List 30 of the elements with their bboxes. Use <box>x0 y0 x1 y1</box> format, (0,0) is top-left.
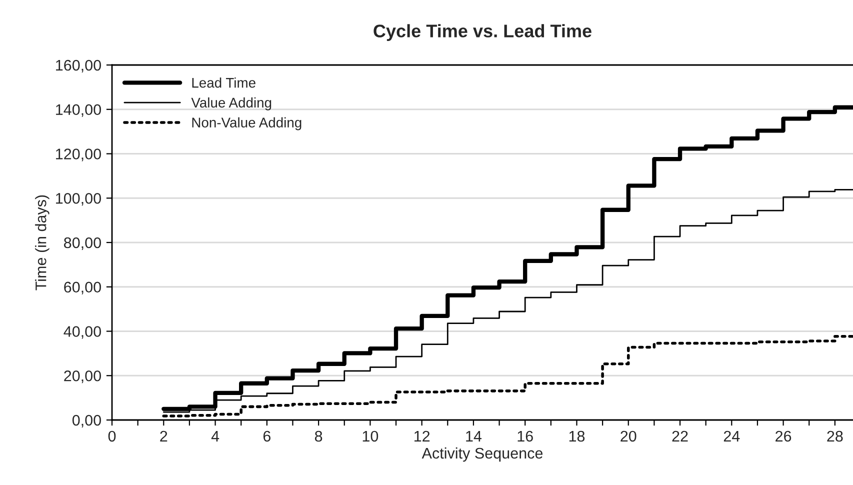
legend-label: Non-Value Adding <box>192 117 302 130</box>
x-axis-title: Activity Sequence <box>422 447 543 462</box>
y-tick-label: 0,00 <box>72 414 101 428</box>
x-tick-label: 0 <box>108 430 116 442</box>
y-axis-title: Time (in days) <box>35 195 50 290</box>
x-tick-label: 22 <box>672 430 688 442</box>
y-tick-label: 100,00 <box>56 192 101 206</box>
chart-title: Cycle Time vs. Lead Time <box>374 24 592 41</box>
x-tick-label: 18 <box>569 430 585 442</box>
x-tick-label: 24 <box>724 430 740 442</box>
x-tick-label: 26 <box>776 430 792 442</box>
x-tick-label: 10 <box>362 430 378 442</box>
x-tick-label: 8 <box>314 430 322 442</box>
y-tick-label: 80,00 <box>64 237 101 250</box>
legend-label: Value Adding <box>191 97 272 110</box>
y-tick-label: 120,00 <box>56 148 101 162</box>
x-tick-label: 16 <box>518 430 533 442</box>
x-tick-label: 6 <box>263 430 270 442</box>
x-tick-label: 28 <box>827 430 843 442</box>
x-tick-label: 2 <box>160 430 168 442</box>
y-tick-label: 60,00 <box>64 282 101 294</box>
x-tick-label: 20 <box>620 430 636 442</box>
y-tick-label: 40,00 <box>64 326 101 339</box>
y-tick-label: 160,00 <box>56 60 101 72</box>
legend-label: Lead Time <box>192 78 256 88</box>
x-tick-label: 12 <box>414 430 430 442</box>
y-tick-label: 140,00 <box>56 104 101 117</box>
x-tick-label: 14 <box>466 430 482 442</box>
x-tick-label: 4 <box>211 430 220 442</box>
y-tick-label: 20,00 <box>64 370 101 384</box>
